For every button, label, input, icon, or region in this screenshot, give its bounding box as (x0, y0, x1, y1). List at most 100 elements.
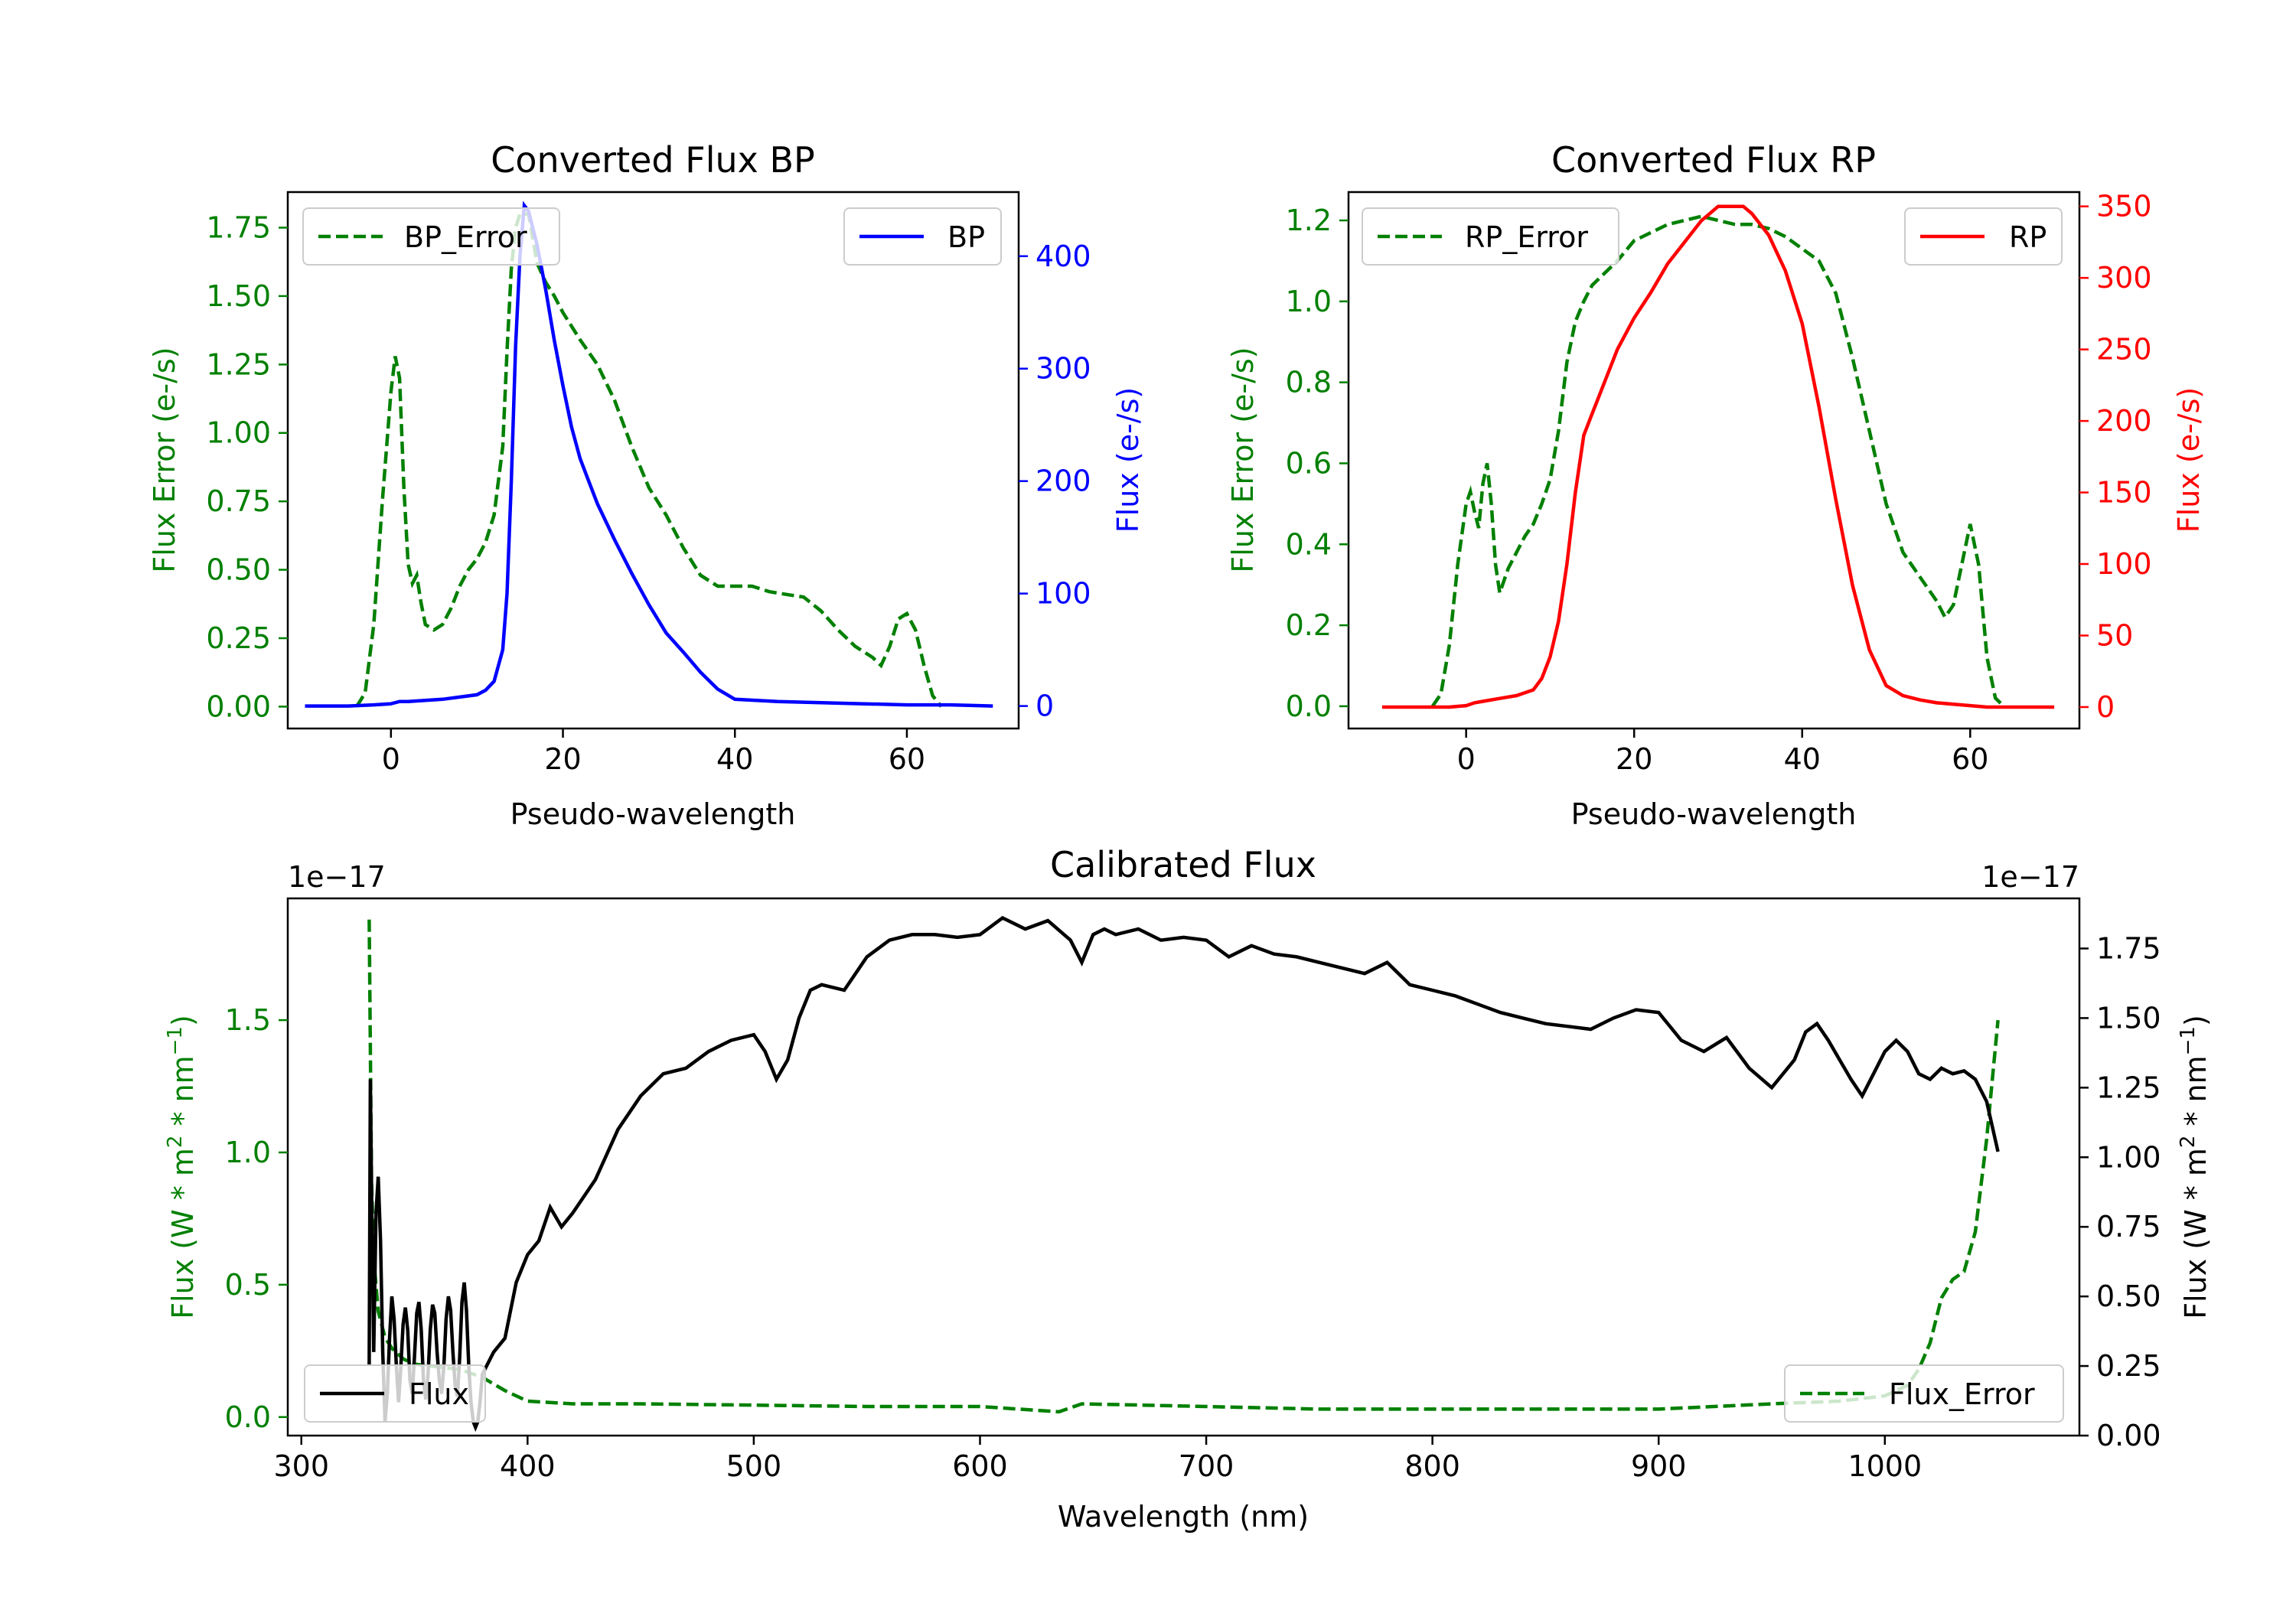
legend-label: Flux_Error (1889, 1377, 2035, 1411)
y-left-tick-label: 1.0 (1286, 285, 1332, 318)
y-right-tick-label: 1.75 (2096, 931, 2161, 965)
plot-area (367, 915, 2000, 1433)
x-tick-label: 40 (716, 742, 753, 776)
chart-title: Converted Flux BP (491, 139, 815, 181)
y-right-tick-label: 1.50 (2096, 1001, 2161, 1035)
x-tick-label: 0 (382, 742, 400, 776)
y-left-tick-label: 0.00 (206, 689, 271, 723)
x-axis-label: Pseudo-wavelength (1571, 797, 1857, 831)
y-left-tick-label: 0.8 (1286, 366, 1332, 399)
series-line-bp-error (354, 212, 943, 708)
y-left-tick-label: 0.75 (206, 484, 271, 518)
y-left-tick-label: 1.75 (206, 210, 271, 244)
legend-bp: BP (843, 207, 1002, 266)
y-left-tick-label: 1.2 (1286, 204, 1332, 237)
series-line-flux (367, 915, 2000, 1433)
x-tick-label: 900 (1631, 1449, 1687, 1483)
y-right-tick-label: 0.25 (2096, 1349, 2161, 1383)
y-right-tick-label: 400 (1035, 240, 1091, 273)
y-left-tick-label: 0.6 (1286, 446, 1332, 480)
legend-flux: Flux (304, 1364, 486, 1423)
plot-area (1381, 204, 2055, 709)
y-right-tick-label: 350 (2096, 190, 2152, 223)
series-line-flux-error (367, 919, 2000, 1414)
y-axis-left: 0.0 0.2 0.4 0.6 0.8 1.0 1.2 (1286, 204, 1349, 723)
y-axis-left: 0.00 0.25 0.50 0.75 1.00 1.25 1.50 1.75 (206, 210, 288, 723)
x-tick-label: 300 (273, 1449, 329, 1483)
y-right-tick-label: 200 (1035, 464, 1091, 498)
x-tick-label: 20 (544, 742, 581, 776)
y-right-tick-label: 150 (2096, 476, 2152, 510)
y-right-tick-label: 0.00 (2096, 1419, 2161, 1452)
y-right-tick-label: 300 (2096, 261, 2152, 295)
plot-frame (286, 897, 2081, 1437)
x-axis-label: Wavelength (nm) (1058, 1500, 1309, 1534)
y-right-tick-label: 200 (2096, 404, 2152, 438)
x-tick-label: 500 (726, 1449, 782, 1483)
legend-label: RP (2009, 220, 2047, 254)
plot-frame (1347, 191, 2081, 730)
x-tick-label: 0 (1457, 742, 1476, 776)
chart-converted-flux-bp: Converted Flux BP 0 20 40 60 0.000.250.500.… (148, 139, 1145, 831)
y-left-tick-label: 0.50 (206, 553, 271, 587)
y-right-tick-label: 0.75 (2096, 1210, 2161, 1244)
y-right-tick-label: 50 (2096, 618, 2133, 652)
y-left-tick-label: 0.2 (1286, 608, 1332, 642)
y-right-tick-label: 1.00 (2096, 1140, 2161, 1174)
legend-label: BP (947, 220, 985, 254)
chart-title: Converted Flux RP (1551, 139, 1876, 181)
x-tick-label: 20 (1616, 742, 1652, 776)
legend-label: RP_Error (1465, 220, 1588, 254)
chart-title: Calibrated Flux (1050, 844, 1316, 885)
y-left-tick-label: 0.0 (225, 1400, 271, 1434)
y-left-tick-label: 0.4 (1286, 527, 1332, 561)
y-right-tick-label: 0.50 (2096, 1279, 2161, 1313)
series-line-rp (1381, 204, 2055, 709)
y-left-tick-label: 1.25 (206, 347, 271, 381)
y-left-tick-label: 1.00 (206, 416, 271, 450)
series-line-rp-error (1430, 214, 2005, 708)
y-left-tick-label: 0.25 (206, 621, 271, 655)
y-right-tick-label: 0 (1035, 689, 1054, 723)
plot-area (305, 200, 993, 708)
chart-calibrated-flux: Calibrated Flux 1e−17 1e−17 300 400 500 600… (164, 844, 2213, 1534)
y-axis-label-right: Flux (W * m2 * nm−1) (2177, 1015, 2213, 1319)
x-tick-label: 400 (500, 1449, 556, 1483)
offset-text-left: 1e−17 (288, 860, 386, 894)
legend-bp-error: BP_Error (302, 207, 560, 266)
x-axis: 0 20 40 60 (382, 729, 925, 776)
chart-converted-flux-rp: Converted Flux RP 0 20 40 60 0.00.20.40.60.… (1226, 139, 2206, 831)
y-axis-label-right: Flux (e-/s) (2172, 387, 2206, 533)
y-right-tick-label: 100 (2096, 547, 2152, 581)
y-right-tick-label: 250 (2096, 333, 2152, 367)
plot-frame (286, 191, 1020, 730)
y-left-tick-label: 0.0 (1286, 689, 1332, 723)
legend-rp: RP (1904, 207, 2063, 266)
x-tick-label: 1000 (1848, 1449, 1922, 1483)
x-tick-label: 600 (952, 1449, 1008, 1483)
x-axis: 300 400 500 600 700 800 900 1000 (273, 1436, 1922, 1483)
x-tick-label: 60 (1952, 742, 1988, 776)
offset-text-right: 1e−17 (1981, 860, 2079, 894)
x-axis-label: Pseudo-wavelength (510, 797, 796, 831)
y-axis-right: 0.00 0.25 0.50 0.75 1.00 1.25 1.50 1.75 (2079, 931, 2161, 1452)
y-axis-label-right: Flux (e-/s) (1111, 387, 1145, 533)
y-right-tick-label: 100 (1035, 577, 1091, 611)
y-left-tick-label: 1.0 (225, 1136, 271, 1169)
y-right-tick-label: 0 (2096, 690, 2115, 724)
x-tick-label: 700 (1179, 1449, 1234, 1483)
series-line-bp (305, 200, 993, 708)
x-axis: 0 20 40 60 (1457, 729, 1988, 776)
y-axis-right: 0 50 100 150 200 250 300 350 (2079, 190, 2152, 724)
y-axis-label-left: Flux (W * m2 * nm−1) (164, 1015, 200, 1319)
y-axis-right: 0 100 200 300 400 (1019, 240, 1091, 723)
y-left-tick-label: 1.50 (206, 279, 271, 313)
y-axis-left: 0.0 0.5 1.0 1.5 (225, 1003, 288, 1434)
y-right-tick-label: 300 (1035, 352, 1091, 386)
y-axis-label-left: Flux Error (e-/s) (148, 347, 181, 572)
legend-label: BP_Error (404, 220, 527, 254)
y-right-tick-label: 1.25 (2096, 1071, 2161, 1104)
x-tick-label: 40 (1784, 742, 1821, 776)
legend-label: Flux (409, 1377, 469, 1411)
